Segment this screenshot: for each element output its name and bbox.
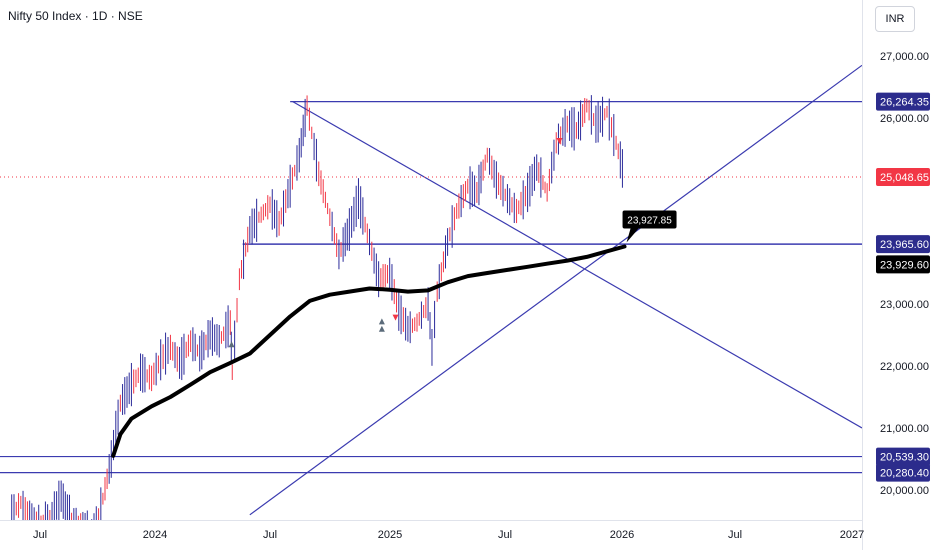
- current-price-label: 25,048.65: [880, 172, 929, 184]
- y-tick-label: 22,000.00: [880, 361, 929, 373]
- x-tick-label: 2025: [378, 529, 402, 541]
- callout-pointer: [626, 228, 639, 243]
- x-tick-label: Jul: [263, 529, 277, 541]
- x-tick-label: 2024: [143, 529, 167, 541]
- x-tick-label: Jul: [33, 529, 47, 541]
- y-tick-label: 23,000.00: [880, 299, 929, 311]
- level-price-label-box: [876, 463, 930, 482]
- callout-box: [622, 210, 677, 229]
- x-tick-label: Jul: [498, 529, 512, 541]
- x-tick-label: 2026: [610, 529, 634, 541]
- level-price-label: 23,965.60: [880, 239, 929, 251]
- sell-marker-icon: [556, 137, 563, 144]
- buy-marker-icon: [378, 325, 385, 332]
- x-tick-label: Jul: [728, 529, 742, 541]
- trend-line: [292, 101, 862, 429]
- plot-layer: 23,927.85: [0, 64, 862, 520]
- current-price-label-box: [876, 167, 930, 186]
- currency-button[interactable]: INR: [875, 6, 915, 32]
- y-tick-label: 26,000.00: [880, 113, 929, 125]
- plot-content: 23,927.85: [0, 64, 862, 520]
- buy-marker-icon: [228, 341, 235, 348]
- sell-marker-icon: [392, 314, 399, 321]
- y-tick-label: 27,000.00: [880, 51, 929, 63]
- y-tick-label: 21,000.00: [880, 423, 929, 435]
- level-price-label-box: [876, 235, 930, 254]
- level-price-label: 26,264.35: [880, 97, 929, 109]
- level-price-label-box: [876, 447, 930, 466]
- level-price-label-box: [876, 92, 930, 111]
- y-tick-label: 20,000.00: [880, 485, 929, 497]
- level-price-label: 20,539.30: [880, 452, 929, 464]
- buy-marker-icon: [378, 318, 385, 325]
- callout-label: 23,927.85: [627, 215, 672, 226]
- trend-line: [249, 64, 862, 516]
- ma-price-label-box: [876, 255, 930, 274]
- time-axis: Jul 2024 Jul 2025 Jul 2026 Jul 2027: [0, 520, 864, 541]
- ma-price-label: 23,929.60: [880, 259, 929, 271]
- x-tick-label: 2027: [840, 529, 864, 541]
- moving-average-line: [111, 244, 627, 458]
- chart-title: Nifty 50 Index · 1D · NSE: [8, 9, 143, 23]
- price-axis: 27,000.0026,000.0025,000.0023,000.0022,0…: [862, 0, 930, 550]
- level-price-label: 20,280.40: [880, 468, 929, 480]
